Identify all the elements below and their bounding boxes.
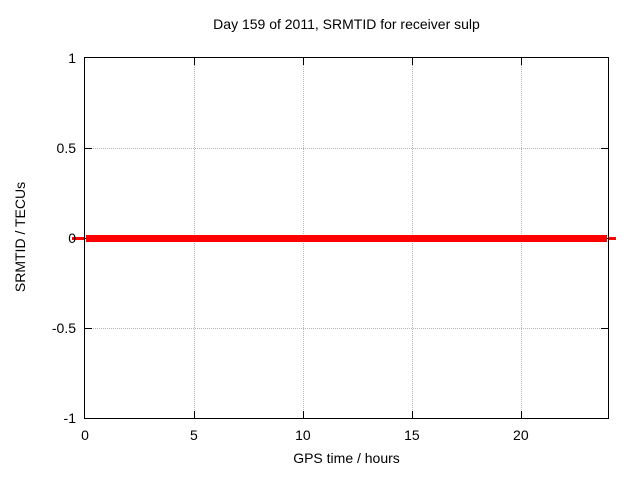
y-tick-label: 0: [68, 230, 76, 246]
plot-area: 0 5 10 15 20 -1 -0.5 0 0.5 1: [52, 50, 616, 443]
x-tick-label: 15: [404, 427, 420, 443]
y-tick-label: 1: [68, 50, 76, 66]
x-tick-mark-top: [411, 58, 413, 65]
y-tick-mark: [85, 148, 92, 149]
y-tick-label: -0.5: [51, 320, 76, 336]
x-tick-label: 0: [81, 427, 89, 443]
x-tick-mark: [193, 411, 195, 418]
x-tick-label: 20: [513, 427, 529, 443]
y-axis-label: SRMTID / TECUs: [12, 181, 28, 293]
y-tick-label: 0.5: [56, 140, 76, 156]
x-tick-label: 5: [190, 427, 198, 443]
y-gridline: [85, 148, 608, 149]
x-tick-mark-top: [193, 58, 195, 65]
y-tick-label: -1: [63, 410, 76, 426]
chart-title: Day 159 of 2011, SRMTID for receiver sul…: [213, 16, 480, 32]
series-line: [86, 234, 607, 242]
y-gridline: [85, 328, 608, 329]
x-axis-label: GPS time / hours: [293, 450, 400, 466]
x-tick-mark: [411, 411, 413, 418]
y-tick-mark-right: [601, 148, 608, 149]
x-tick-mark: [520, 411, 522, 418]
y-tick-mark-right: [601, 328, 608, 329]
series-endcap-left: [72, 236, 84, 240]
x-tick-label: 10: [295, 427, 311, 443]
x-tick-mark-top: [520, 58, 522, 65]
y-tick-mark: [85, 328, 92, 329]
x-tick-mark: [302, 411, 304, 418]
x-tick-mark-top: [302, 58, 304, 65]
series-endcap-right: [609, 236, 616, 240]
